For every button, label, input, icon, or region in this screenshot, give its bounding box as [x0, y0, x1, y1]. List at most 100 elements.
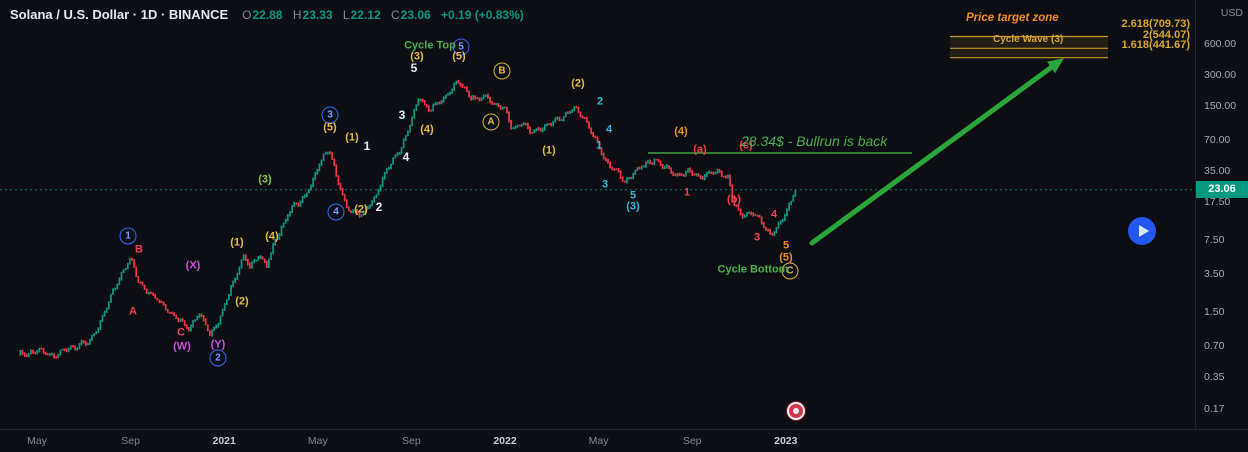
wave-label[interactable]: (4): [420, 123, 434, 136]
low-value: 22.12: [350, 8, 381, 22]
time-label: Sep: [682, 435, 702, 447]
ohlc-values: O22.88 H23.33 L22.12 C23.06 +0.19 (+0.83…: [242, 8, 531, 22]
wave-label-circled[interactable]: 3: [321, 106, 339, 124]
price-tick: 600.00: [1204, 38, 1237, 50]
wave-label[interactable]: (1): [542, 144, 556, 157]
price-tick: 3.50: [1204, 268, 1225, 280]
wave-label[interactable]: (2): [571, 77, 585, 90]
price-tick: 70.00: [1204, 134, 1231, 146]
wave-label[interactable]: 4: [402, 150, 410, 164]
price-tick: 7.50: [1204, 233, 1225, 246]
wave-label[interactable]: (X): [185, 259, 201, 272]
wave-label[interactable]: A: [129, 305, 137, 318]
wave-label-circled[interactable]: 2: [209, 349, 227, 367]
time-label: Sep: [121, 435, 140, 447]
wave-label[interactable]: 1: [595, 139, 603, 152]
play-button[interactable]: [1128, 217, 1156, 245]
wave-label[interactable]: 4: [770, 208, 778, 221]
cycle-wave-label[interactable]: Cycle Wave (3): [993, 34, 1064, 45]
time-label: Sep: [402, 435, 421, 447]
close-label: C: [390, 8, 400, 22]
target-zone-area[interactable]: [950, 36, 1108, 58]
wave-label[interactable]: (4): [674, 125, 688, 138]
wave-label[interactable]: (2): [354, 203, 368, 216]
price-tick: 300.00: [1204, 69, 1237, 81]
last-price-badge: 23.06: [1196, 181, 1248, 199]
price-target-zone-title[interactable]: Price target zone: [966, 12, 1059, 24]
price-tick: 0.70: [1204, 339, 1225, 352]
trend-arrow-head: [1047, 58, 1064, 74]
price-tick: 1.50: [1204, 305, 1225, 318]
wave-label[interactable]: (3): [410, 50, 424, 63]
symbol-legend: Solana / U.S. Dollar · 1D · BINANCE O22.…: [10, 7, 531, 22]
close-value: 23.06: [400, 8, 431, 22]
time-label: May: [307, 435, 328, 447]
wave-label[interactable]: (1): [345, 131, 359, 144]
time-axis[interactable]: May Sep 2021 May Sep 2022 May Sep 2023: [0, 429, 1248, 452]
price-tick: 0.35: [1204, 370, 1225, 383]
candle-series: [19, 79, 797, 359]
wave-label[interactable]: (c): [739, 139, 753, 152]
wave-label[interactable]: (2): [235, 295, 249, 308]
wave-label-circled[interactable]: B: [493, 62, 511, 80]
wave-label[interactable]: (3): [258, 173, 272, 186]
wave-label[interactable]: (3): [626, 200, 640, 213]
wave-label[interactable]: (a): [693, 143, 707, 156]
wave-label-circled[interactable]: A: [482, 113, 500, 131]
price-chart-canvas[interactable]: [0, 0, 1248, 430]
wave-label-circled[interactable]: 1: [119, 227, 137, 245]
wave-label[interactable]: Cycle Bottom: [717, 263, 789, 276]
wave-label[interactable]: 5: [629, 189, 637, 202]
wave-label-circled[interactable]: 5: [452, 38, 470, 56]
wave-label[interactable]: 1: [683, 186, 691, 199]
wave-label[interactable]: 1: [363, 139, 371, 153]
change-value: +0.19 (+0.83%): [441, 8, 524, 22]
wave-label[interactable]: (Y): [210, 338, 226, 351]
target-zone-level-label: 2(544.07): [1142, 29, 1190, 42]
target-zone-level-label: 2.618(709.73): [1121, 17, 1191, 30]
wave-label[interactable]: 3: [753, 231, 761, 244]
wave-label[interactable]: 5: [410, 61, 418, 75]
wave-label-circled[interactable]: C: [781, 262, 799, 280]
trend-arrow[interactable]: [809, 65, 1054, 246]
wave-label[interactable]: 3: [601, 178, 609, 191]
wave-label[interactable]: (b): [726, 193, 742, 206]
bullrun-annotation[interactable]: 28.34$ - Bullrun is back: [741, 133, 888, 149]
high-value: 23.33: [302, 8, 333, 22]
wave-label[interactable]: (4): [265, 230, 279, 243]
time-label: 2022: [493, 435, 517, 447]
high-label: H: [292, 8, 302, 22]
currency-label: USD: [1220, 7, 1243, 19]
wave-label[interactable]: (W): [173, 340, 191, 353]
wave-label[interactable]: 4: [605, 123, 613, 136]
target-zone-level-label: 1.618(441.67): [1121, 38, 1191, 51]
wave-label-circled[interactable]: 4: [327, 203, 345, 221]
time-label: 2023: [774, 435, 798, 447]
price-tick: 0.17: [1204, 403, 1225, 416]
wave-label[interactable]: (1): [230, 236, 244, 249]
price-tick: 35.00: [1204, 165, 1231, 177]
wave-label[interactable]: Cycle Top: [404, 39, 456, 52]
open-label: O: [242, 8, 252, 22]
low-label: L: [342, 8, 350, 22]
price-tick: 150.00: [1204, 99, 1237, 112]
play-icon: [1138, 225, 1149, 237]
wave-label[interactable]: (5): [452, 50, 466, 63]
wave-label[interactable]: 2: [596, 95, 604, 108]
wave-label[interactable]: B: [135, 243, 143, 256]
wave-label[interactable]: (5): [779, 251, 793, 264]
symbol-title[interactable]: Solana / U.S. Dollar · 1D · BINANCE: [10, 7, 229, 22]
wave-label[interactable]: 2: [375, 200, 383, 214]
price-axis[interactable]: USD 23.06 600.00 300.00 150.00 70.00 35.00 17…: [1195, 0, 1248, 430]
open-value: 22.88: [252, 8, 283, 22]
event-marker-icon[interactable]: [787, 402, 805, 420]
time-label: May: [588, 435, 609, 447]
wave-label[interactable]: C: [177, 326, 185, 339]
wave-label[interactable]: (5): [323, 121, 337, 134]
time-label: 2021: [212, 435, 236, 447]
wave-label[interactable]: 3: [398, 108, 406, 122]
wave-label[interactable]: 5: [782, 239, 790, 252]
price-tick: 17.50: [1204, 196, 1231, 208]
